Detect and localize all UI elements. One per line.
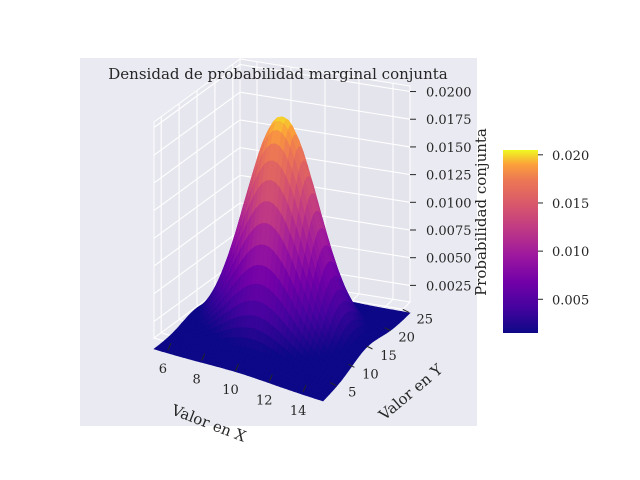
x-tick-label: 12 (256, 393, 273, 408)
colorbar-tick-label: 0.010 (552, 245, 589, 260)
z-axis-label: Probabilidad conjunta (472, 128, 490, 296)
x-tick-mark (201, 353, 206, 361)
z-tick-label: 0.0100 (426, 196, 472, 211)
y-tick-label: 5 (348, 386, 356, 401)
z-tick-label: 0.0200 (426, 86, 472, 101)
x-tick-label: 10 (222, 383, 239, 398)
axis-ticks: 681012145101520250.00250.00500.00750.010… (159, 86, 472, 419)
z-tick-label: 0.0125 (426, 169, 472, 184)
y-tick-label: 10 (362, 367, 379, 382)
z-grid-line (153, 147, 411, 212)
colorbar (503, 150, 538, 333)
colorbar-tick-label: 0.020 (552, 149, 589, 164)
z-tick-label: 0.0175 (426, 113, 472, 128)
x-tick-mark (167, 343, 172, 351)
y-tick-label: 15 (380, 349, 397, 364)
z-tick-label: 0.0150 (426, 141, 472, 156)
z-grid-line (153, 63, 411, 128)
y-tick-mark (384, 327, 391, 332)
z-grid-line (153, 91, 411, 156)
z-grid-line (153, 202, 411, 267)
x-tick-mark (302, 384, 307, 392)
x-tick-label: 14 (290, 404, 307, 419)
x-tick-mark (235, 363, 239, 372)
colorbar-ticks: 0.005 0.010 0.015 0.020 (538, 149, 589, 308)
z-grid-line (153, 174, 411, 239)
z-tick-label: 0.0050 (426, 252, 472, 267)
colorbar-tick-label: 0.005 (552, 293, 589, 308)
z-tick-label: 0.0075 (426, 224, 472, 239)
chart-title: Densidad de probabilidad marginal conjun… (108, 65, 447, 83)
z-tick-label: 0.0025 (426, 279, 472, 294)
x-tick-mark (268, 374, 273, 382)
x-tick-label: 8 (193, 373, 201, 388)
x-tick-label: 6 (159, 362, 167, 377)
colorbar-tick-label: 0.015 (552, 197, 589, 212)
surface-plot (153, 116, 411, 402)
y-tick-mark (366, 345, 373, 350)
y-tick-label: 25 (417, 312, 434, 327)
y-tick-mark (348, 363, 355, 368)
z-grid-line (153, 119, 411, 184)
y-tick-label: 20 (398, 331, 415, 346)
y-tick-mark (402, 308, 409, 313)
y-tick-mark (330, 382, 337, 387)
surface-patch (318, 397, 326, 402)
